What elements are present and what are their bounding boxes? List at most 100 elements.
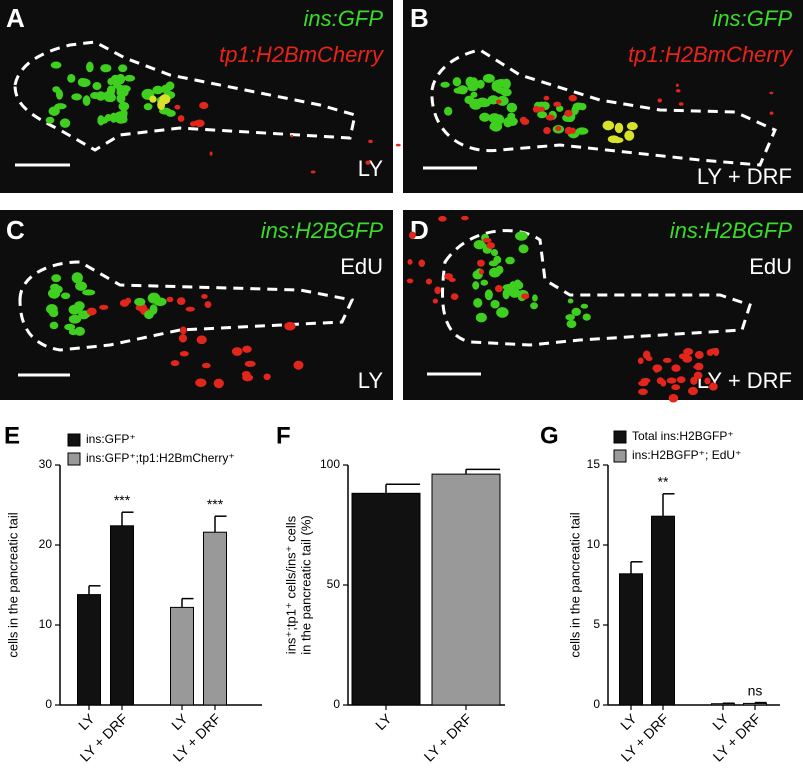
cell [432,298,439,304]
cell [671,364,681,372]
bar [203,531,227,706]
cell [293,360,304,370]
cell [440,81,450,88]
cell [570,127,576,134]
cell [495,265,504,275]
cell [568,94,577,102]
bar [619,573,643,706]
charts: E 0 10 20 30 cells in the pancreatic tail LY LY… [4,422,780,765]
cell [213,378,224,389]
cell [365,160,371,165]
significance: ns [748,682,763,698]
cell [602,120,615,131]
cell [571,307,581,316]
cell [143,103,153,111]
error-bar [662,493,675,517]
cell [678,102,684,106]
y-tick-label: 100 [320,457,340,471]
cell [494,284,503,293]
red-label: EdU [749,254,792,279]
y-tick-label: 0 [45,697,52,711]
cell [434,286,442,295]
cell [201,362,211,369]
cell [687,386,698,396]
cell [624,130,635,141]
cell [480,279,489,286]
cell [170,360,180,367]
cell [521,293,530,300]
y-axis-label: in the pancreatic tail (%) [298,515,313,654]
error-bar [385,483,420,494]
cell [489,123,502,131]
cell [530,302,538,310]
cell [495,87,509,94]
green-label: ins:GFP [713,6,793,31]
bar [431,473,501,706]
cell [425,278,433,285]
cell [209,151,213,156]
significance: *** [207,496,224,512]
cell [119,299,130,307]
cell [671,384,681,391]
cell [708,382,718,391]
cell [582,313,591,321]
bar [351,492,421,706]
cell [467,84,478,92]
cell [457,85,468,95]
green-label: ins:H2BGFP [261,218,384,243]
y-tick-label: 10 [39,617,53,631]
x-tick-label: LY [709,710,732,733]
cell [495,99,502,104]
cell [478,268,485,275]
cell [165,81,175,91]
cell [231,347,243,356]
cell [488,114,500,122]
cell [476,79,485,89]
cell [475,312,487,323]
cell [71,93,82,101]
cell [176,297,186,306]
cell [284,321,296,331]
cell [682,354,693,363]
cell [444,273,453,280]
y-tick-label: 20 [39,537,53,551]
y-tick-label: 30 [39,457,53,471]
cell [543,95,550,101]
bar [170,606,194,706]
cell [713,347,720,357]
legend-swatch [67,433,81,447]
cell [86,61,94,73]
cell [115,73,126,85]
cell [368,139,373,144]
error-bar [754,701,767,704]
y-axis-label: cells in the pancreatic tail [5,512,20,657]
cell [706,349,714,356]
y-axis-label: cells in the pancreatic tail [567,512,582,657]
legend-label: ins:GFP⁺;tp1:H2BmCherry⁺ [86,451,235,465]
cell [704,377,711,385]
cell [157,99,166,111]
cell [118,64,128,73]
cell [564,109,573,117]
cell [310,170,316,174]
cell [769,91,774,95]
cell [676,376,686,384]
cell [484,289,493,301]
cell [107,77,115,86]
cell [134,297,146,306]
cell [515,231,528,241]
cell [553,101,562,107]
cell [666,377,677,384]
cell [556,105,564,112]
legend-label: Total ins:H2BGFP⁺ [632,429,734,443]
cell [116,84,125,93]
legend-swatch [613,430,627,444]
cell [60,292,71,300]
cell [55,89,63,100]
bar [743,702,767,706]
chart: F 0 50 100 ins⁺;tp1⁺ cells/ins⁺ cells in the … [276,422,505,765]
bar [77,594,101,706]
cell [263,373,271,381]
cell [46,303,58,315]
